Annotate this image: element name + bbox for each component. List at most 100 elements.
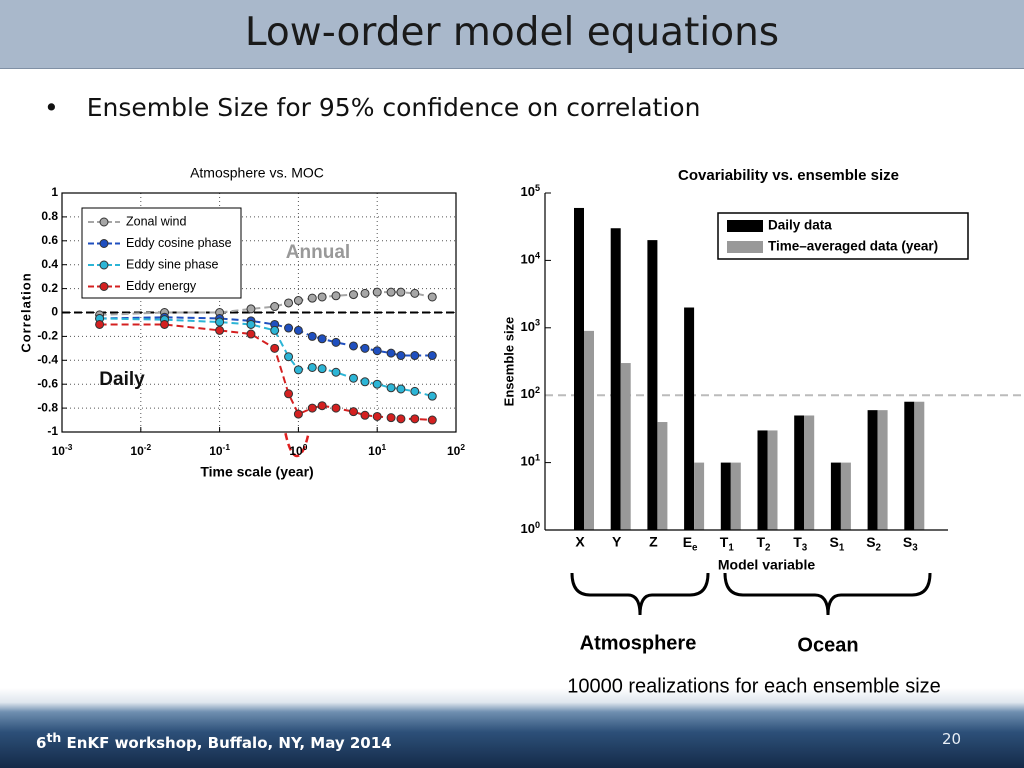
- y-tick-label: 0.8: [41, 209, 58, 223]
- point: [360, 343, 370, 353]
- point: [372, 379, 382, 389]
- y-axis-label: Ensemble size: [501, 317, 516, 407]
- point: [317, 334, 327, 344]
- bullet: • Ensemble Size for 95% confidence on cor…: [44, 93, 701, 122]
- bar: [757, 430, 768, 530]
- point: [360, 410, 370, 420]
- y-tick-label: 100: [520, 520, 540, 536]
- bullet-text: Ensemble Size for 95% confidence on corr…: [86, 93, 701, 122]
- x-tick-label: X: [575, 534, 585, 550]
- point: [246, 319, 256, 329]
- y-tick-label: -1: [47, 424, 58, 438]
- point: [307, 331, 317, 341]
- y-tick-label: 104: [520, 251, 540, 267]
- point: [427, 292, 437, 302]
- x-tick-label: Y: [612, 534, 622, 550]
- point: [307, 362, 317, 372]
- point: [317, 401, 327, 411]
- x-tick-label: 10-1: [209, 442, 230, 458]
- legend-marker: [99, 260, 109, 270]
- bar: [794, 415, 805, 530]
- bar: [904, 401, 915, 530]
- y-tick-label: -0.2: [37, 329, 58, 343]
- bar: [767, 430, 778, 530]
- footer-label: EnKF workshop, Buffalo, NY, May 2014: [66, 734, 392, 752]
- point: [410, 386, 420, 396]
- y-tick-label: 102: [520, 386, 540, 402]
- x-tick-label: S2: [866, 534, 881, 553]
- point: [348, 407, 358, 417]
- annotation: Daily: [99, 369, 145, 390]
- point: [284, 389, 294, 399]
- bar: [720, 462, 731, 530]
- x-axis-label: Time scale (year): [200, 464, 313, 480]
- point: [331, 337, 341, 347]
- y-tick-label: 103: [520, 318, 540, 334]
- bar: [830, 462, 841, 530]
- point: [293, 325, 303, 335]
- y-tick-label: -0.8: [37, 400, 58, 414]
- x-tick-label: S3: [903, 534, 918, 553]
- realizations-note: 10000 realizations for each ensemble siz…: [567, 675, 941, 697]
- point: [293, 365, 303, 375]
- legend-label: Zonal wind: [126, 214, 186, 228]
- point: [317, 364, 327, 374]
- ocean-brace: [723, 572, 932, 616]
- bar: [914, 401, 925, 530]
- slide-title: Low-order model equations: [244, 10, 780, 55]
- x-tick-label: 100: [289, 442, 307, 458]
- y-tick-label: -0.6: [37, 376, 58, 390]
- page-number: 20: [942, 730, 962, 748]
- y-tick-label: 101: [520, 453, 540, 469]
- x-tick-label: Ee: [683, 534, 698, 553]
- annotation: Annual: [286, 242, 350, 263]
- bar: [877, 410, 888, 530]
- atmosphere-label: Atmosphere: [580, 632, 697, 654]
- point: [396, 414, 406, 424]
- y-tick-label: 0: [51, 305, 58, 319]
- point: [410, 351, 420, 361]
- x-tick-label: 101: [368, 442, 386, 458]
- legend-label: Time–averaged data (year): [768, 239, 938, 254]
- point: [331, 291, 341, 301]
- point: [293, 296, 303, 306]
- point: [360, 377, 370, 387]
- atmosphere-brace: [570, 572, 710, 616]
- point: [348, 373, 358, 383]
- point: [95, 319, 105, 329]
- point: [284, 352, 294, 362]
- legend-label: Eddy energy: [126, 279, 197, 293]
- x-tick-label: Z: [649, 534, 658, 550]
- point: [270, 343, 280, 353]
- point: [396, 287, 406, 297]
- footer-suffix: th: [46, 730, 62, 745]
- footer-background: [0, 688, 1024, 768]
- point: [372, 287, 382, 297]
- bar: [647, 240, 658, 530]
- bar: [610, 228, 621, 530]
- chart-title: Covariability vs. ensemble size: [678, 167, 899, 184]
- x-tick-label: S1: [830, 534, 845, 553]
- point: [372, 411, 382, 421]
- y-tick-label: 1: [51, 185, 58, 199]
- bar: [867, 410, 878, 530]
- point: [293, 409, 303, 419]
- point: [386, 287, 396, 297]
- point: [307, 403, 317, 413]
- legend-swatch: [727, 241, 763, 253]
- bar: [684, 307, 695, 530]
- point: [396, 351, 406, 361]
- point: [348, 290, 358, 300]
- point: [284, 323, 294, 333]
- x-tick-label: T3: [793, 534, 808, 553]
- bar: [730, 462, 741, 530]
- bar: [574, 207, 584, 530]
- point: [386, 413, 396, 423]
- point: [270, 325, 280, 335]
- ocean-label: Ocean: [797, 634, 858, 656]
- point: [331, 367, 341, 377]
- point: [215, 317, 225, 327]
- legend-marker: [99, 239, 109, 248]
- point: [427, 391, 437, 401]
